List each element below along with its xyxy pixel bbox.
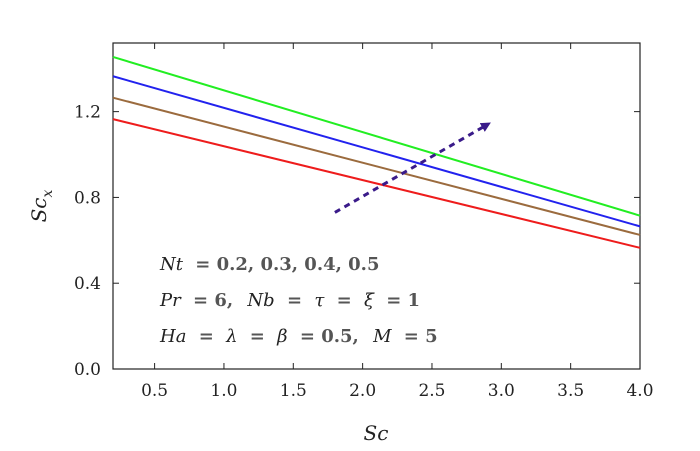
x-axis: 0.5 1.0 1.5 2.0 2.5 3.0 3.5 4.0 [141,43,654,401]
x-tick-label: 1.5 [280,381,307,401]
x-tick-label: 4.0 [626,381,653,401]
trend-arrow [334,122,491,214]
series-line-1 [112,118,641,249]
annotation: Nt = 0.2, 0.3, 0.4, 0.5 Pr = 6, Nb = τ =… [159,254,438,347]
series-line-4 [112,55,641,217]
y-axis: 0.0 0.4 0.8 1.2 [74,103,640,380]
x-tick-label: 2.5 [418,381,445,401]
x-tick-label: 0.5 [141,381,168,401]
x-tick-label: 2.0 [349,381,376,401]
x-tick-label: 3.0 [488,381,515,401]
annotation-line-1: Nt = 0.2, 0.3, 0.4, 0.5 [159,254,379,275]
series-line-3 [112,75,641,228]
y-axis-title: Scx [27,190,56,223]
annotation-line-3: Ha = λ = β = 0.5, M = 5 [159,326,438,347]
y-tick-label: 0.4 [74,274,101,294]
x-tick-label: 3.5 [557,381,584,401]
y-tick-label: 1.2 [74,103,101,123]
x-axis-title: Sc [364,421,389,445]
series-layer [112,55,641,249]
y-tick-label: 0.0 [74,360,101,380]
y-tick-label: 0.8 [74,188,101,208]
plot-frame [112,42,641,370]
x-tick-label: 1.0 [210,381,237,401]
annotation-line-2: Pr = 6, Nb = τ = ξ = 1 [159,290,420,311]
series-line-2 [112,96,641,236]
